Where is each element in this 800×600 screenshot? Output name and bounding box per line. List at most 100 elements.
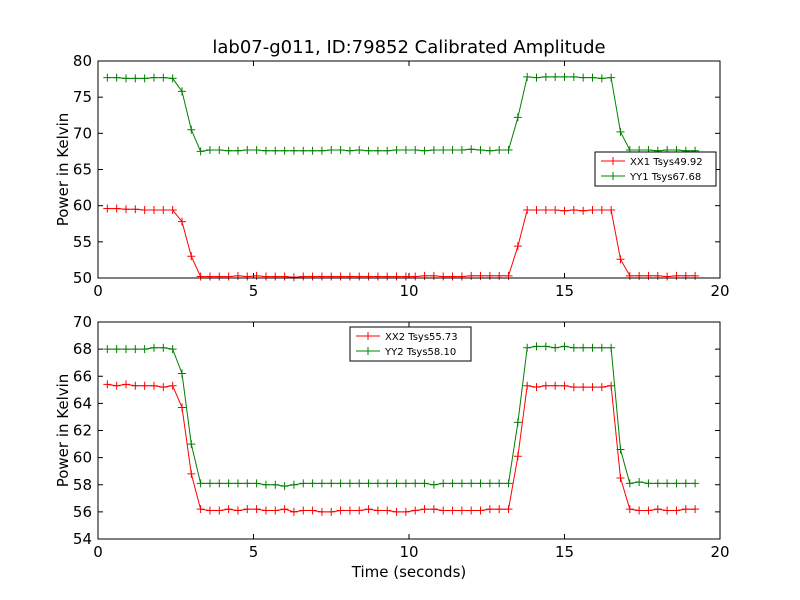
data-point: [439, 506, 448, 515]
data-point: [541, 72, 550, 81]
y-tick-label: 65: [73, 161, 92, 179]
data-point: [112, 204, 121, 213]
data-point: [224, 272, 233, 281]
data-point: [411, 145, 420, 154]
x-axis-label: Time (seconds): [351, 563, 467, 581]
data-point: [233, 271, 242, 280]
data-point: [280, 505, 289, 514]
data-point: [439, 145, 448, 154]
data-point: [261, 272, 270, 281]
data-point: [635, 478, 644, 487]
data-point: [448, 145, 457, 154]
data-point: [289, 146, 298, 155]
data-point: [607, 206, 616, 215]
chart-panel-2: 0 5 10 15 20 54 56 58 60 62 64 66 68 70 Power in Kelvi…: [54, 313, 730, 581]
data-point: [607, 73, 616, 82]
data-point: [476, 506, 485, 515]
data-point: [597, 383, 606, 392]
data-point: [635, 271, 644, 280]
data-point: [579, 343, 588, 352]
data-point: [523, 343, 532, 352]
data-point: [308, 146, 317, 155]
data-point: [149, 343, 158, 352]
data-point: [448, 479, 457, 488]
data-point: [103, 73, 112, 82]
data-point: [579, 383, 588, 392]
legend-marker: [364, 347, 372, 355]
data-point: [504, 505, 513, 514]
data-point: [299, 146, 308, 155]
data-point: [504, 271, 513, 280]
legend-box: [349, 326, 472, 362]
data-point: [336, 272, 345, 281]
data-point: [420, 146, 429, 155]
data-point: [224, 505, 233, 514]
data-point: [681, 271, 690, 280]
series-2: [103, 342, 700, 491]
data-point: [485, 479, 494, 488]
data-point: [392, 479, 401, 488]
data-point: [121, 380, 130, 389]
data-point: [243, 145, 252, 154]
data-point: [569, 206, 578, 215]
data-point: [551, 206, 560, 215]
x-tick-label: 20: [710, 543, 729, 561]
data-point: [392, 272, 401, 281]
data-point: [168, 381, 177, 390]
data-point: [616, 127, 625, 136]
data-point: [616, 473, 625, 482]
data-point: [513, 242, 522, 251]
data-point: [149, 206, 158, 215]
legend-marker: [364, 332, 372, 340]
data-point: [532, 383, 541, 392]
data-point: [691, 505, 700, 514]
data-point: [252, 145, 261, 154]
data-point: [187, 469, 196, 478]
data-point: [168, 206, 177, 215]
x-tick-label: 10: [399, 282, 418, 300]
data-point: [289, 273, 298, 282]
y-tick-label: 60: [73, 449, 92, 467]
data-point: [299, 506, 308, 515]
y-tick-label: 75: [73, 88, 92, 106]
data-point: [373, 146, 382, 155]
y-tick-label: 54: [73, 530, 92, 548]
data-point: [485, 271, 494, 280]
data-point: [691, 271, 700, 280]
x-tick-label: 10: [399, 543, 418, 561]
data-point: [672, 271, 681, 280]
data-point: [551, 72, 560, 81]
data-point: [187, 440, 196, 449]
data-point: [495, 505, 504, 514]
data-point: [597, 343, 606, 352]
data-point: [625, 479, 634, 488]
data-point: [653, 479, 662, 488]
data-point: [448, 272, 457, 281]
y-tick-label: 56: [73, 503, 92, 521]
data-point: [131, 345, 140, 354]
data-point: [261, 146, 270, 155]
data-point: [187, 252, 196, 261]
data-point: [560, 206, 569, 215]
data-point: [224, 146, 233, 155]
y-tick-label: 60: [73, 197, 92, 215]
data-point: [560, 381, 569, 390]
data-point: [607, 381, 616, 390]
data-point: [588, 343, 597, 352]
data-point: [560, 342, 569, 351]
data-point: [588, 206, 597, 215]
y-tick-label: 64: [73, 394, 92, 412]
x-tick-label: 0: [93, 543, 103, 561]
data-point: [597, 74, 606, 83]
data-point: [336, 506, 345, 515]
data-point: [420, 505, 429, 514]
data-point: [653, 505, 662, 514]
data-point: [121, 345, 130, 354]
plot-frame: [97, 321, 721, 540]
data-point: [364, 505, 373, 514]
data-point: [401, 479, 410, 488]
data-point: [177, 87, 186, 96]
data-point: [429, 480, 438, 489]
y-tick-label: 50: [73, 269, 92, 287]
data-point: [495, 145, 504, 154]
